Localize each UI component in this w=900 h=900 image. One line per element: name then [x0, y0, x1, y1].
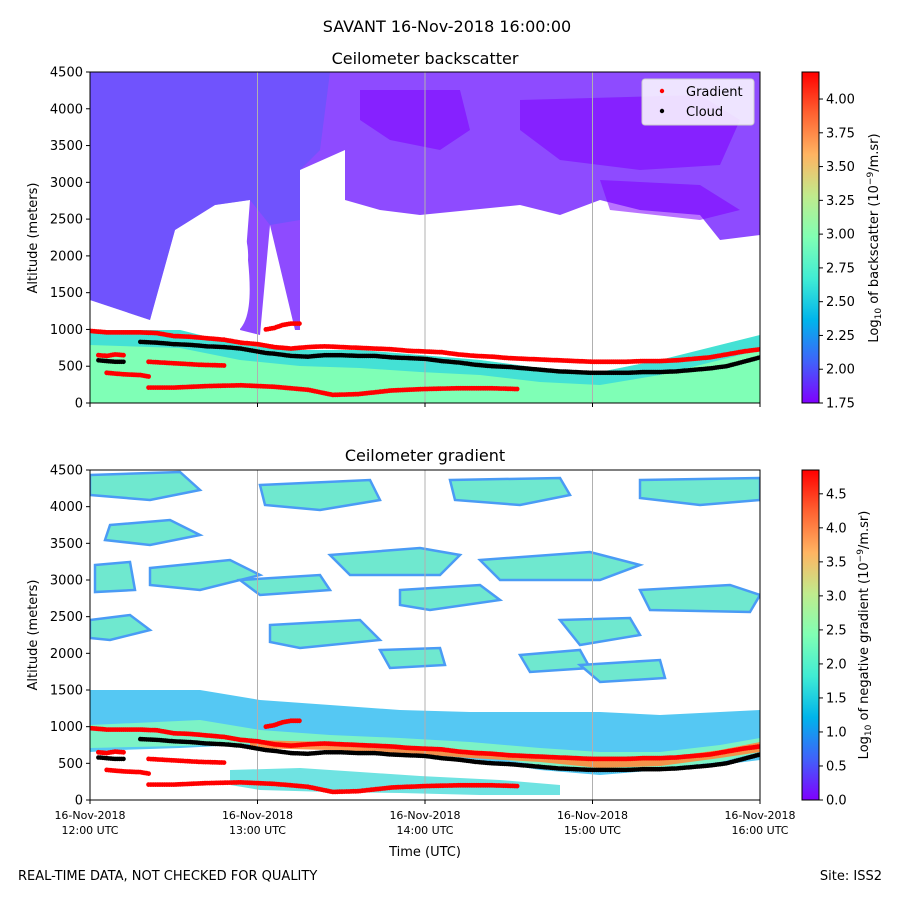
gradient-colorbar-tick-label: 3.5 [826, 555, 847, 570]
backscatter-ytick-label: 3500 [50, 139, 83, 154]
gradient-xtick-date: 16-Nov-2018 [54, 809, 125, 822]
gradient-point [221, 760, 227, 765]
gradient-ytick-label: 4000 [50, 500, 83, 515]
backscatter-colorbar-tick-label: 2.00 [826, 363, 855, 378]
gradient-xtick-date: 16-Nov-2018 [724, 809, 795, 822]
gradient-point [121, 749, 126, 755]
gradient-point [221, 363, 227, 368]
gradient-xtick-time: 15:00 UTC [564, 824, 621, 837]
backscatter-ytick-label: 4000 [50, 102, 83, 117]
gradient-ytick-label: 3000 [50, 574, 83, 589]
gradient-point [146, 771, 152, 776]
backscatter-colorbar-tick-label: 3.00 [826, 228, 855, 243]
gradient-colorbar-tick-label: 3.0 [826, 589, 847, 604]
backscatter-legend[interactable]: Gradient Cloud [641, 78, 755, 126]
backscatter-ytick-label: 4500 [50, 66, 83, 81]
footer-quality-note: REAL-TIME DATA, NOT CHECKED FOR QUALITY [18, 869, 318, 884]
gradient-ytick-label: 1500 [50, 684, 83, 699]
gradient-colorbar-tick-label: 0.5 [826, 759, 847, 774]
backscatter-ytick-label: 500 [58, 360, 83, 375]
backscatter-colorbar-tick-label: 2.25 [826, 329, 855, 344]
backscatter-panel: Ceilometer backscatter 0 500 1000 1500 2000 2… [26, 49, 884, 412]
backscatter-ylabel: Altitude (meters) [26, 183, 41, 294]
gradient-colorbar-label: Log10 of negative gradient (10−9/m.sr) [856, 511, 874, 760]
backscatter-hole-left [177, 216, 250, 335]
gradient-xlabel: Time (UTC) [388, 845, 461, 860]
gradient-xtick-date: 16-Nov-2018 [222, 809, 293, 822]
backscatter-ytick-label: 1500 [50, 286, 83, 301]
gradient-point [146, 374, 152, 379]
gradient-ytick-label: 4500 [50, 464, 83, 479]
backscatter-colorbar-tick-label: 3.25 [826, 194, 855, 209]
legend-cloud-label: Cloud [686, 105, 723, 120]
backscatter-title: Ceilometer backscatter [332, 49, 519, 68]
gradient-colorbar [801, 469, 820, 801]
figure-title: SAVANT 16-Nov-2018 16:00:00 [323, 17, 571, 36]
gradient-colorbar-tick-label: 4.0 [826, 521, 847, 536]
gradient-point [297, 321, 302, 326]
gradient-colorbar-tick-label: 0.0 [826, 794, 847, 809]
gradient-xtick-time: 14:00 UTC [396, 824, 453, 837]
gradient-point [121, 352, 126, 358]
footer-site: Site: ISS2 [819, 869, 882, 884]
backscatter-haze-mid [90, 72, 330, 320]
backscatter-ytick-label: 0 [75, 397, 83, 412]
gradient-ytick-label: 3500 [50, 537, 83, 552]
gradient-point [757, 346, 760, 352]
gradient-xtick-time: 16:00 UTC [731, 824, 788, 837]
cloud-point [121, 756, 126, 762]
legend-box [641, 78, 755, 126]
backscatter-ytick-label: 3000 [50, 176, 83, 191]
gradient-point [757, 744, 760, 749]
cloud-point [757, 752, 760, 757]
gradient-xtick-time: 13:00 UTC [229, 824, 286, 837]
gradient-colorbar-tick-label: 2.5 [826, 623, 847, 638]
legend-gradient-marker [659, 88, 665, 94]
gradient-xtick-time: 12:00 UTC [61, 824, 118, 837]
legend-gradient-label: Gradient [686, 85, 743, 100]
gradient-ytick-label: 1000 [50, 720, 83, 735]
gradient-point [297, 718, 302, 724]
backscatter-colorbar-tick-label: 1.75 [826, 397, 855, 412]
gradient-cloud-patches [90, 470, 760, 684]
gradient-ytick-label: 500 [58, 757, 83, 772]
gradient-xtick-date: 16-Nov-2018 [389, 809, 460, 822]
backscatter-ytick-label: 1000 [50, 323, 83, 338]
backscatter-colorbar [801, 71, 820, 404]
gradient-colorbar-tick-label: 1.5 [826, 691, 847, 706]
backscatter-colorbar-tick-label: 3.50 [826, 160, 855, 175]
backscatter-colorbar-tick-label: 2.50 [826, 295, 855, 310]
gradient-colorbar-tick-label: 4.5 [826, 487, 847, 502]
gradient-ytick-label: 2000 [50, 647, 83, 662]
backscatter-colorbar-tick-label: 4.00 [826, 93, 855, 108]
gradient-point [514, 386, 520, 392]
backscatter-colorbar-tick-label: 3.75 [826, 126, 855, 141]
gradient-xtick-date: 16-Nov-2018 [557, 809, 628, 822]
backscatter-ytick-label: 2000 [50, 249, 83, 264]
gradient-title: Ceilometer gradient [345, 446, 505, 465]
cloud-point [757, 355, 760, 360]
gradient-colorbar-tick-label: 2.0 [826, 657, 847, 672]
backscatter-ytick-label: 2500 [50, 213, 83, 228]
gradient-ytick-label: 0 [75, 794, 83, 809]
cloud-point [121, 359, 126, 365]
legend-cloud-marker [659, 108, 665, 114]
backscatter-colorbar-tick-label: 2.75 [826, 261, 855, 276]
gradient-ylabel: Altitude (meters) [26, 580, 41, 691]
backscatter-colorbar-label: Log10 of backscatter (10−9/m.sr) [866, 133, 884, 342]
gradient-colorbar-tick-label: 1.0 [826, 725, 847, 740]
gradient-point [514, 783, 520, 789]
gradient-panel: Ceilometer gradient [26, 446, 874, 860]
gradient-ytick-label: 2500 [50, 610, 83, 625]
